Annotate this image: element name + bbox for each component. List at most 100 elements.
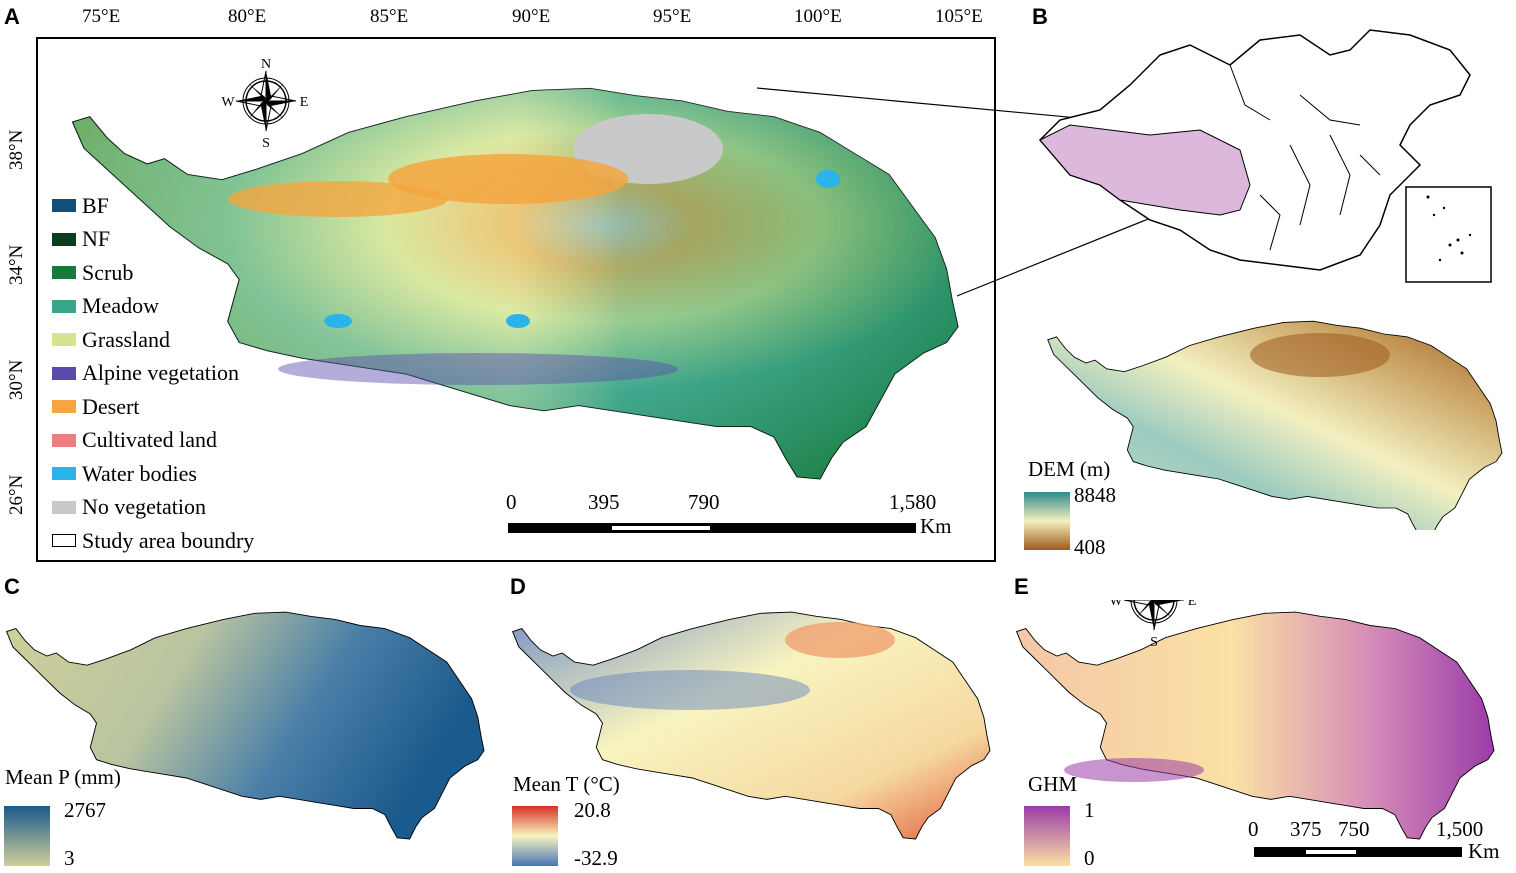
scale-tick: 790: [688, 490, 720, 514]
legend-label: Water bodies: [82, 460, 197, 486]
scale-unit: Km: [1468, 839, 1500, 863]
panel-label-e: E: [1014, 574, 1029, 599]
scale-tick: 1,500: [1436, 817, 1484, 841]
panel-label-d: D: [510, 574, 526, 599]
precip-min: 3: [64, 846, 75, 870]
china-outline-map: [1038, 29, 1492, 283]
precip-colorbar: [4, 806, 50, 866]
scale-bar-segment: [612, 526, 710, 530]
desert-zone: [228, 181, 448, 217]
scale-bar-track: [508, 523, 916, 533]
lon-tick: 80°E: [228, 6, 267, 27]
ghm-title: GHM: [1028, 772, 1078, 796]
scale-unit: Km: [920, 514, 952, 538]
legend-item: No vegetation: [52, 491, 254, 525]
dem-title: DEM (m): [1028, 457, 1111, 481]
dem-map: [1047, 320, 1503, 530]
legend-item: Meadow: [52, 290, 254, 324]
legend-swatch: [52, 299, 76, 313]
ghm-min: 0: [1084, 846, 1095, 870]
alpine-vegetation-zone: [278, 353, 678, 385]
temperature-map: [512, 611, 991, 840]
legend-swatch: [52, 400, 76, 414]
scale-bar-segment: [1306, 850, 1356, 854]
legend-label: Desert: [82, 393, 140, 419]
legend-label: Alpine vegetation: [82, 360, 240, 386]
legend-label: Scrub: [82, 259, 134, 285]
panel-label-a: A: [4, 4, 20, 29]
legend-swatch: [52, 266, 76, 280]
legend-label: Study area boundry: [82, 527, 255, 553]
compass-icon: N S E W: [221, 57, 308, 151]
dem-min: 408: [1074, 535, 1106, 559]
legend-swatch: [52, 199, 76, 213]
scale-tick: 750: [1338, 817, 1370, 841]
lon-tick: 75°E: [82, 6, 121, 27]
temp-min: -32.9: [574, 846, 618, 870]
legend-item: NF: [52, 223, 254, 257]
scale-bar-e: 0 375 750 1,500 Km: [1248, 817, 1516, 867]
compass-s: S: [262, 136, 270, 151]
lon-tick: 100°E: [794, 6, 842, 27]
legend-swatch: [52, 467, 76, 481]
panel-label-b: B: [1032, 4, 1048, 29]
scale-bar: 0 395 790 1,580 Km: [506, 490, 952, 550]
legend-item: Desert: [52, 390, 254, 424]
scale-tick: 0: [1248, 817, 1259, 841]
compass-w: W: [221, 95, 235, 110]
compass-e: E: [1188, 600, 1197, 609]
compass-icon: N S E W: [1109, 600, 1196, 650]
temp-colorbar: [512, 806, 558, 866]
lake: [816, 170, 840, 188]
scale-tick: 375: [1290, 817, 1322, 841]
legend-item: Cultivated land: [52, 424, 254, 458]
scale-tick: 1,580: [889, 490, 937, 514]
compass-e: E: [300, 95, 309, 110]
legend-label: No vegetation: [82, 494, 207, 520]
compass-s: S: [1150, 635, 1158, 650]
precip-title: Mean P (mm): [5, 765, 121, 789]
legend-item: Grassland: [52, 323, 254, 357]
compass-w: W: [1109, 600, 1123, 609]
legend-item: Alpine vegetation: [52, 357, 254, 391]
legend-label: Cultivated land: [82, 427, 218, 453]
dem-max: 8848: [1074, 483, 1116, 507]
legend-item: Scrub: [52, 256, 254, 290]
temp-max: 20.8: [574, 798, 611, 822]
human-modification-map: N S E W: [1016, 600, 1495, 840]
desert-zone: [388, 154, 628, 204]
legend-swatch: [52, 433, 76, 447]
lake: [506, 314, 530, 328]
lon-tick: 95°E: [653, 6, 692, 27]
legend-swatch: [52, 333, 76, 347]
lake: [324, 314, 352, 328]
legend-item: BF: [52, 189, 254, 223]
scale-tick: 0: [506, 490, 517, 514]
lon-tick: 105°E: [935, 6, 983, 27]
compass-n: N: [261, 57, 271, 72]
ghm-max: 1: [1084, 798, 1095, 822]
lon-tick: 90°E: [512, 6, 551, 27]
legend-item-boundary: Study area boundry: [52, 524, 254, 558]
legend-label: BF: [82, 192, 109, 218]
legend-swatch: [52, 232, 76, 246]
legend-swatch: [52, 366, 76, 380]
scale-bar-track: [1254, 847, 1462, 857]
dem-colorbar: [1024, 492, 1070, 550]
legend-item: Water bodies: [52, 457, 254, 491]
panel-label-c: C: [4, 574, 20, 599]
legend: BF NF Scrub Meadow Grassland Alpine vegetatio…: [52, 189, 254, 558]
ghm-colorbar: [1024, 806, 1070, 866]
legend-label: NF: [82, 226, 111, 252]
land-cover-map: N S E W BF NF Scrub Meadow Grassland Alpine v…: [36, 37, 996, 562]
boundary-swatch: [52, 534, 76, 548]
scale-tick: 395: [588, 490, 620, 514]
precip-max: 2767: [64, 798, 106, 822]
plateau-land-cover: N S E W: [71, 57, 959, 480]
south-china-sea-inset: [1405, 186, 1492, 283]
legend-label: Meadow: [82, 293, 159, 319]
lon-tick: 85°E: [370, 6, 409, 27]
legend-swatch: [52, 500, 76, 514]
temp-title: Mean T (°C): [513, 772, 620, 796]
legend-label: Grassland: [82, 326, 170, 352]
